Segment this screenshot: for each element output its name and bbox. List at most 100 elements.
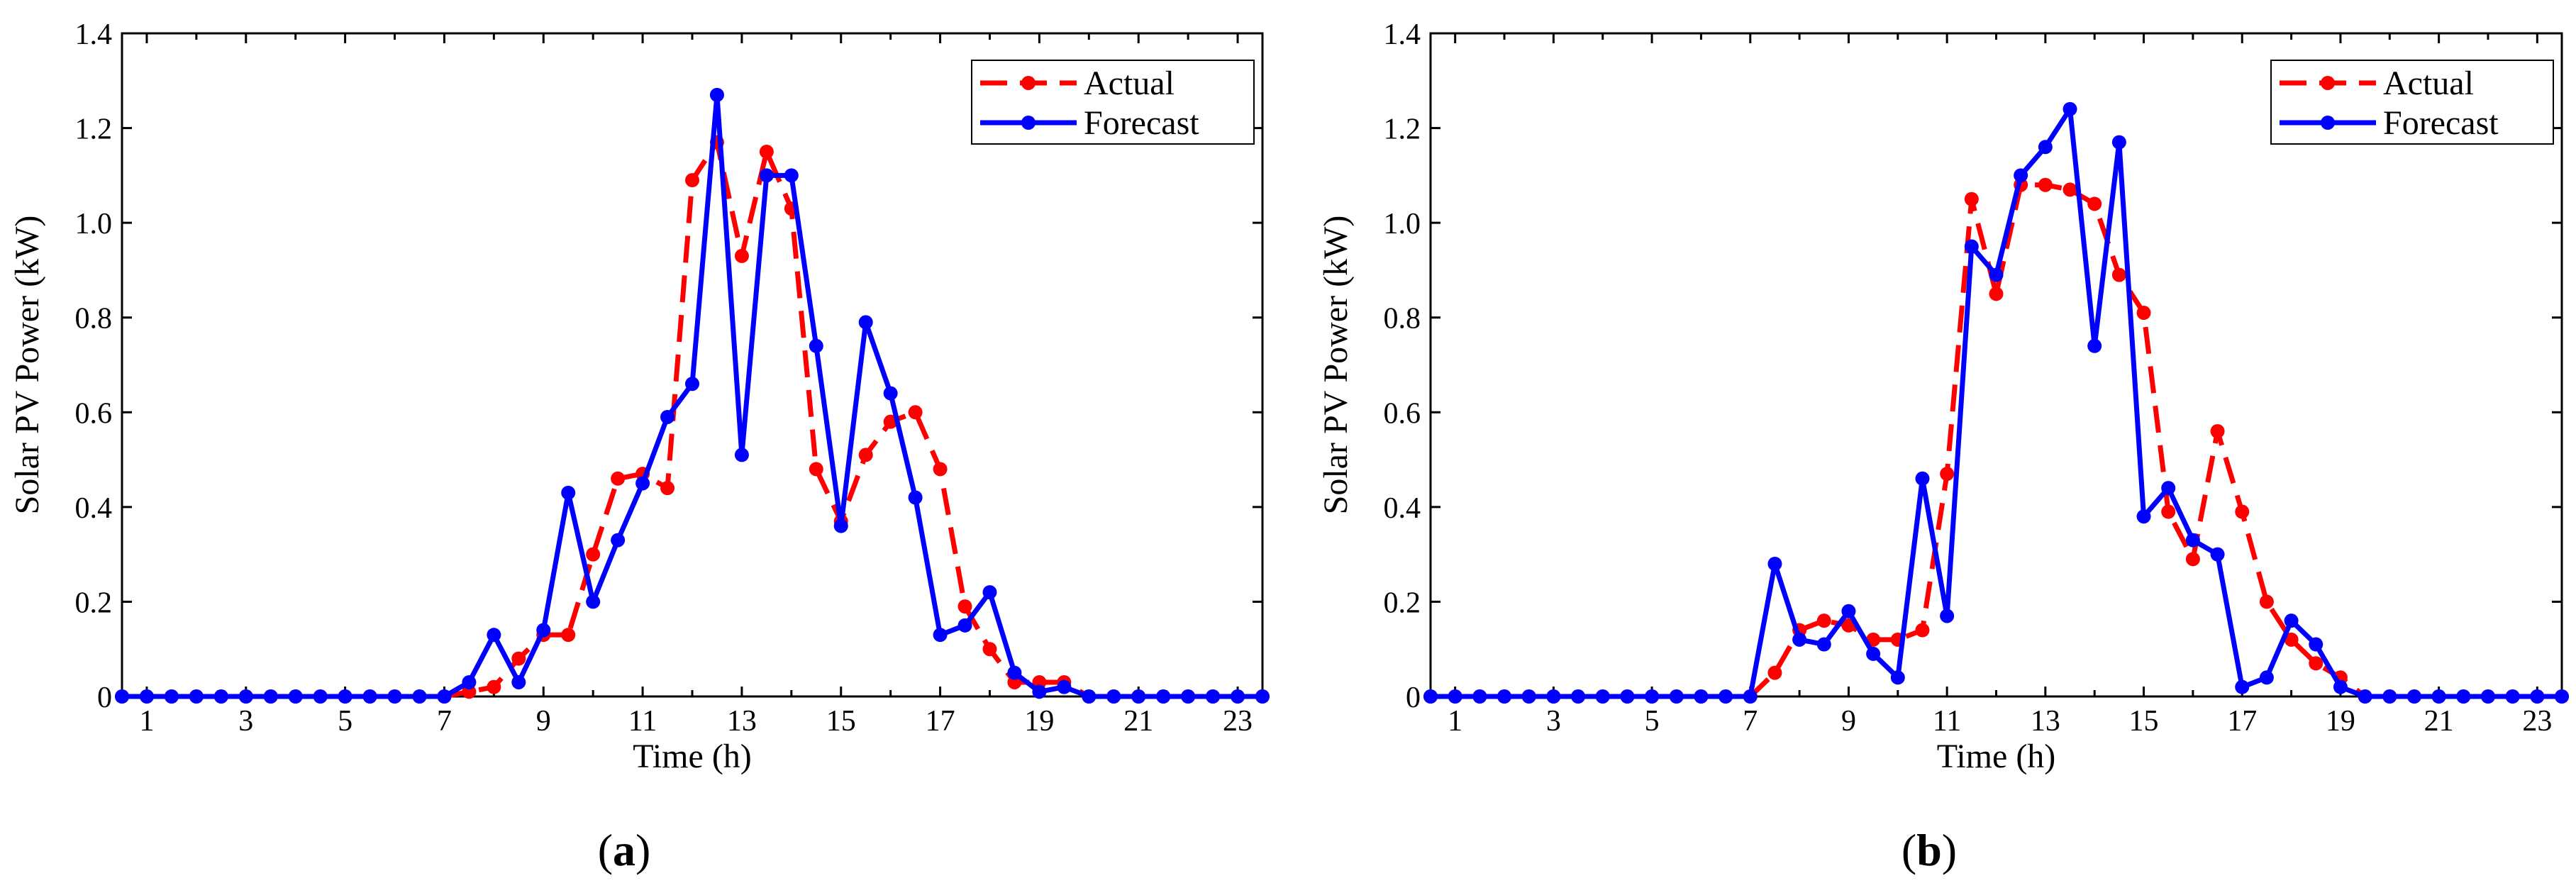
data-point-actual: [1915, 623, 1930, 638]
series-line-actual: [122, 140, 1262, 699]
x-tick-label: 3: [238, 705, 253, 738]
x-tick-label: 11: [628, 705, 657, 738]
data-point-forecast: [362, 689, 377, 704]
data-point-forecast: [1940, 609, 1955, 623]
data-point-forecast: [1595, 689, 1610, 704]
x-axis-label: Time (h): [1937, 738, 2056, 775]
data-point-actual: [908, 405, 923, 420]
data-point-forecast: [139, 689, 154, 704]
data-point-forecast: [1866, 646, 1881, 661]
data-point-forecast: [437, 689, 452, 704]
x-tick-label: 1: [1448, 705, 1462, 738]
data-point-forecast: [933, 628, 948, 643]
data-point-forecast: [1106, 689, 1121, 704]
y-tick-label: 1.2: [1384, 113, 1421, 146]
data-point-actual: [957, 599, 972, 614]
y-tick-label: 0.6: [75, 397, 113, 430]
x-tick-label: 21: [2424, 705, 2454, 738]
data-point-forecast: [164, 689, 179, 704]
data-point-forecast: [784, 168, 799, 183]
y-tick-label: 1.4: [75, 18, 113, 51]
data-point-actual: [933, 462, 948, 477]
data-point-forecast: [1964, 239, 1979, 254]
y-axis-label: Solar PV Power (kW): [9, 216, 46, 515]
data-point-forecast: [1082, 689, 1097, 704]
data-point-forecast: [685, 377, 699, 391]
x-tick-label: 19: [2326, 705, 2355, 738]
x-tick-label: 15: [826, 705, 856, 738]
legend-marker-forecast: [2321, 116, 2335, 130]
legend-box: [2270, 60, 2554, 145]
data-point-actual: [1940, 467, 1955, 482]
data-point-actual: [2038, 177, 2053, 192]
x-tick-label: 13: [2031, 705, 2060, 738]
panel-label: (b): [1902, 825, 1957, 875]
data-point-actual: [1816, 613, 1831, 628]
data-point-actual: [611, 471, 626, 486]
data-point-forecast: [2555, 689, 2569, 704]
data-point-forecast: [2284, 613, 2299, 628]
data-point-forecast: [660, 409, 675, 424]
data-point-actual: [586, 547, 601, 562]
data-point-forecast: [313, 689, 328, 704]
legend-marker-forecast: [1021, 116, 1036, 130]
data-point-forecast: [1007, 665, 1022, 680]
data-point-forecast: [1032, 684, 1047, 699]
data-point-forecast: [2038, 140, 2053, 155]
legend-marker-actual: [2321, 76, 2335, 90]
data-point-forecast: [2014, 168, 2028, 183]
x-tick-label: 9: [1841, 705, 1856, 738]
x-tick-label: 3: [1546, 705, 1561, 738]
y-tick-label: 0.2: [1384, 587, 1421, 619]
data-point-forecast: [1546, 689, 1561, 704]
y-axis-label: Solar PV Power (kW): [1317, 216, 1355, 515]
data-point-actual: [1989, 287, 2004, 301]
data-point-forecast: [2358, 689, 2372, 704]
data-point-actual: [809, 462, 823, 477]
y-tick-label: 1.4: [1384, 18, 1421, 51]
data-point-forecast: [213, 689, 228, 704]
data-point-actual: [685, 173, 699, 188]
data-point-forecast: [288, 689, 303, 704]
x-tick-label: 13: [727, 705, 757, 738]
data-point-forecast: [462, 674, 477, 689]
x-tick-label: 23: [2522, 705, 2552, 738]
data-point-actual: [2259, 594, 2274, 609]
data-point-forecast: [734, 448, 749, 462]
y-tick-label: 0.6: [1384, 397, 1421, 430]
x-axis-label: Time (h): [633, 738, 752, 775]
data-point-forecast: [1890, 670, 1905, 685]
x-tick-label: 11: [1933, 705, 1961, 738]
data-point-forecast: [1521, 689, 1536, 704]
data-point-forecast: [387, 689, 402, 704]
data-point-actual: [660, 481, 675, 496]
data-point-forecast: [2087, 338, 2102, 353]
legend-label-actual: Actual: [1084, 65, 1175, 102]
data-point-forecast: [908, 490, 923, 505]
series-line-forecast: [1431, 106, 2562, 699]
data-point-actual: [759, 144, 774, 159]
data-point-actual: [982, 642, 997, 657]
data-point-forecast: [1206, 689, 1221, 704]
data-point-forecast: [1448, 689, 1462, 704]
data-point-forecast: [2480, 689, 2495, 704]
data-point-actual: [2309, 656, 2324, 671]
data-point-forecast: [982, 585, 997, 600]
x-tick-label: 15: [2129, 705, 2159, 738]
data-point-forecast: [2406, 689, 2421, 704]
y-tick-label: 0: [97, 682, 112, 714]
data-point-forecast: [1497, 689, 1512, 704]
data-point-forecast: [2309, 637, 2324, 652]
data-point-forecast: [1719, 689, 1733, 704]
data-point-forecast: [2161, 481, 2176, 496]
data-point-actual: [2185, 552, 2200, 567]
data-point-forecast: [1231, 689, 1245, 704]
data-point-forecast: [1057, 679, 1072, 694]
x-tick-label: 1: [139, 705, 154, 738]
y-tick-label: 0.4: [1384, 492, 1421, 525]
data-point-forecast: [1156, 689, 1171, 704]
y-tick-label: 1.0: [1384, 208, 1421, 240]
data-point-actual: [2210, 424, 2225, 438]
series-actual: [1423, 177, 2569, 704]
data-point-forecast: [586, 594, 601, 609]
